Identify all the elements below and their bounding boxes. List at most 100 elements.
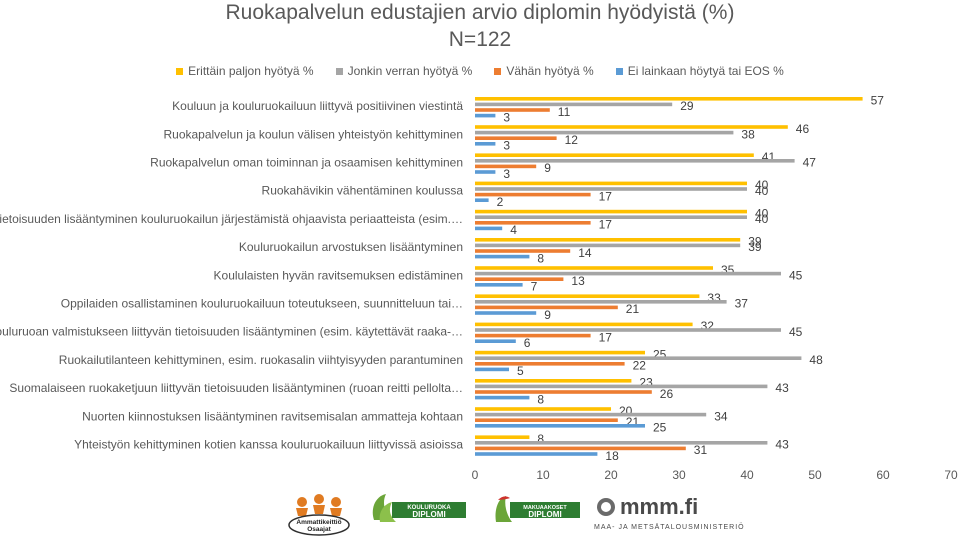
bar [475, 339, 516, 343]
bar [475, 271, 781, 276]
bar [475, 356, 802, 360]
legend-item: Ei lainkaan höytyä tai EOS % [615, 64, 784, 78]
data-label: 11 [558, 105, 571, 119]
makuaakoset-diplomi-logo: MAKUAAKOSET DIPLOMI [495, 496, 580, 522]
category-label: Kouluruokailun arvostuksen lisääntyminen [239, 240, 463, 254]
makuaakoset-text: MAKUAAKOSET [523, 505, 567, 511]
data-label: 39 [748, 240, 762, 254]
data-label: 29 [680, 99, 694, 113]
bar [475, 333, 591, 338]
data-label: 17 [599, 189, 613, 203]
bar [475, 181, 747, 186]
data-label: 40 [755, 184, 769, 198]
data-label: 47 [803, 156, 817, 170]
bar [475, 215, 747, 219]
bar [475, 322, 693, 327]
bar [475, 446, 686, 451]
data-label: 3 [503, 167, 510, 181]
bar [475, 108, 550, 112]
bar [475, 367, 509, 372]
bar [475, 412, 707, 417]
data-label: 6 [524, 336, 531, 350]
bar [475, 243, 741, 248]
data-label: 57 [871, 94, 885, 108]
legend-label: Vähän hyötyä % [506, 64, 594, 78]
bar [475, 159, 795, 163]
bar [475, 277, 564, 281]
data-label: 17 [599, 218, 613, 232]
x-tick-label: 40 [740, 468, 754, 482]
data-label: 17 [599, 330, 613, 344]
bar [475, 198, 489, 202]
bar [475, 97, 863, 101]
bar [475, 153, 754, 157]
category-label: Ruokailutilanteen kehittyminen, esim. ru… [59, 353, 463, 367]
bar [475, 142, 496, 146]
data-label: 45 [789, 325, 803, 339]
bar [475, 125, 788, 129]
bar [475, 311, 537, 315]
bar [475, 452, 598, 456]
bar [475, 294, 700, 298]
legend-label: Jonkin verran hyötyä % [347, 64, 473, 78]
bar [475, 350, 645, 355]
ammattikeittio-text-1: Ammattikeittiö [296, 519, 341, 526]
chart-subtitle: N=122 [448, 28, 512, 51]
category-label: Ruokapalvelun ja koulun välisen yhteisty… [163, 127, 463, 141]
data-label: 18 [605, 449, 619, 463]
logo-strip: Ammattikeittiö Osaajat KOULURUOKA DIPLOM… [0, 486, 960, 538]
data-label: 40 [755, 206, 769, 220]
bar [475, 209, 747, 214]
category-label: Yhteistyön kehittyminen kotien kanssa ko… [74, 438, 463, 452]
data-label: 12 [565, 133, 579, 147]
category-label: Koululaisten hyvän ravitsemuksen edistäm… [214, 268, 463, 282]
bar [475, 283, 523, 287]
bar [475, 164, 537, 169]
bar [475, 113, 496, 118]
mmm-text: mmm.fi [620, 494, 698, 519]
bar [475, 136, 557, 140]
kouluruoka-text: KOULURUOKA [407, 505, 451, 511]
category-label: Tietoisuuden lisääntyminen kouluruokailu… [0, 212, 463, 226]
category-label: Ruokapalvelun oman toiminnan ja osaamise… [150, 156, 463, 170]
data-label: 3 [503, 139, 510, 153]
data-label: 8 [537, 392, 544, 406]
data-label: 34 [714, 409, 728, 423]
x-tick-label: 50 [808, 468, 822, 482]
data-label: 48 [809, 353, 823, 367]
kouluruoka-diplomi-logo: KOULURUOKA DIPLOMI [372, 494, 466, 522]
kd-diplomi-text: DIPLOMI [412, 510, 445, 519]
data-label: 31 [694, 443, 708, 457]
data-label: 7 [531, 280, 538, 294]
bar [475, 226, 503, 231]
data-label: 45 [789, 268, 803, 282]
data-label: 43 [775, 381, 789, 395]
legend-item: Vähän hyötyä % [494, 64, 594, 78]
data-label: 26 [660, 387, 674, 401]
x-tick-label: 20 [604, 468, 618, 482]
bar [475, 390, 652, 394]
bar-chart: Kouluun ja kouluruokailuun liittyvä posi… [0, 94, 958, 482]
legend-swatch [494, 67, 502, 75]
data-label: 5 [517, 364, 524, 378]
x-tick-label: 10 [536, 468, 550, 482]
data-label: 39 [748, 235, 762, 249]
data-label: 4 [510, 223, 517, 237]
data-label: 40 [755, 178, 769, 192]
data-label: 21 [626, 302, 640, 316]
data-label: 43 [775, 438, 789, 452]
legend-label: Ei lainkaan höytyä tai EOS % [627, 64, 784, 78]
mmm-logo: mmm.fi MAA- JA METSÄTALOUSMINISTERIÖ [594, 494, 744, 531]
category-label: Suomalaiseen ruokaketjuun liittyvän tiet… [9, 381, 463, 395]
x-tick-label: 60 [876, 468, 890, 482]
x-tick-label: 70 [944, 468, 958, 482]
bar [475, 435, 530, 439]
bar [475, 379, 632, 383]
data-label: 25 [653, 421, 667, 435]
bar [475, 418, 618, 422]
category-label: Ruokahävikin vähentäminen koulussa [262, 184, 464, 198]
bar [475, 221, 591, 225]
bar [475, 266, 713, 270]
bar [475, 238, 741, 242]
data-label: 9 [544, 161, 551, 175]
